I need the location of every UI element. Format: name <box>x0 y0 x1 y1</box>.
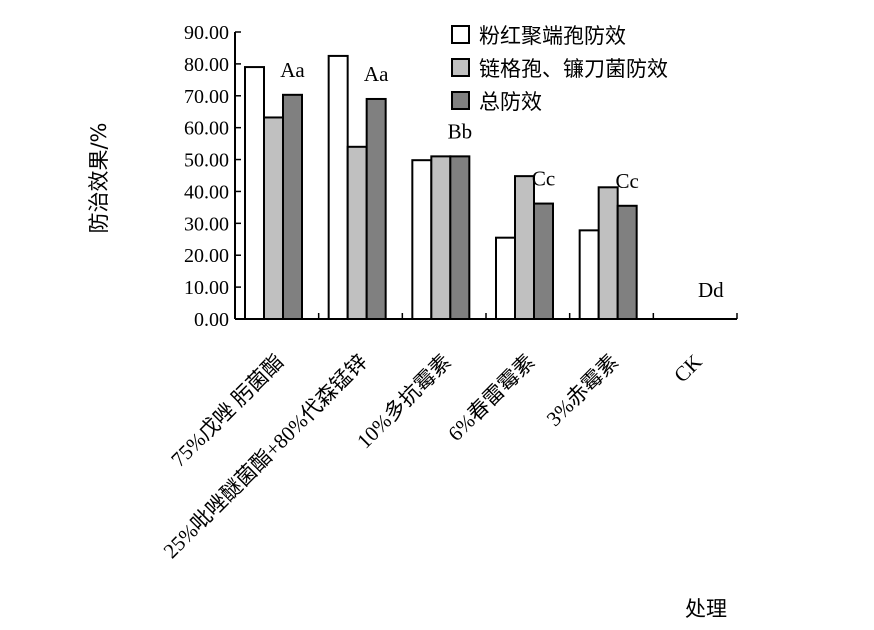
bar-1-1 <box>244 66 265 320</box>
legend-swatch-3 <box>451 91 470 110</box>
y-tick-label: 10.00 <box>184 277 229 299</box>
bar-3-5 <box>616 204 638 321</box>
x-axis <box>234 313 738 320</box>
bar-1-4 <box>495 236 516 320</box>
category-label-6: CK <box>669 350 707 388</box>
y-axis-title: 防治效果/% <box>87 122 111 233</box>
legend-label-1: 粉红聚端孢防效 <box>479 24 626 48</box>
legend-label-3: 总防效 <box>479 90 542 114</box>
significance-labels: Aa Aa Bb Cc Cc Dd <box>280 58 724 302</box>
bar-2-5 <box>597 186 619 320</box>
bar-2-4 <box>514 175 535 320</box>
y-tick-label: 40.00 <box>184 181 229 203</box>
bar-1-3 <box>411 159 433 320</box>
significance-label-2: Aa <box>364 62 389 86</box>
y-tick-label: 0.00 <box>194 309 229 331</box>
category-label-5: 3%赤霉素 <box>542 350 623 431</box>
y-tick-label: 20.00 <box>184 245 229 267</box>
category-label-4: 6%春雷霉素 <box>443 350 539 446</box>
legend-swatch-1 <box>451 25 470 44</box>
bar-1-5 <box>578 229 600 320</box>
y-tick-label: 70.00 <box>184 86 229 108</box>
bar-3-3 <box>449 155 471 320</box>
y-axis: 0.00 10.00 20.00 30.00 40.00 50.00 60.00 70.00 8… <box>184 22 241 331</box>
y-tick-label: 60.00 <box>184 118 229 140</box>
y-tick-label: 80.00 <box>184 54 229 76</box>
significance-label-6: Dd <box>698 278 724 302</box>
significance-label-3: Bb <box>448 119 473 143</box>
bar-2-3 <box>430 155 452 320</box>
significance-label-5: Cc <box>616 169 639 193</box>
y-tick-label: 90.00 <box>184 22 229 44</box>
legend-label-2: 链格孢、镰刀菌防效 <box>479 57 668 81</box>
bar-3-4 <box>533 202 554 320</box>
y-tick-label: 30.00 <box>184 213 229 235</box>
significance-label-4: Cc <box>532 167 555 191</box>
bar-1-2 <box>327 54 349 321</box>
bar-2-1 <box>263 116 284 320</box>
bar-2-2 <box>346 145 368 320</box>
x-axis-title: 处理 <box>685 597 727 621</box>
significance-label-1: Aa <box>280 58 305 82</box>
bar-3-1 <box>282 93 303 321</box>
bar-3-2 <box>365 97 387 321</box>
bars <box>244 54 638 321</box>
legend-swatch-2 <box>451 58 470 77</box>
y-tick-label: 50.00 <box>184 150 229 172</box>
